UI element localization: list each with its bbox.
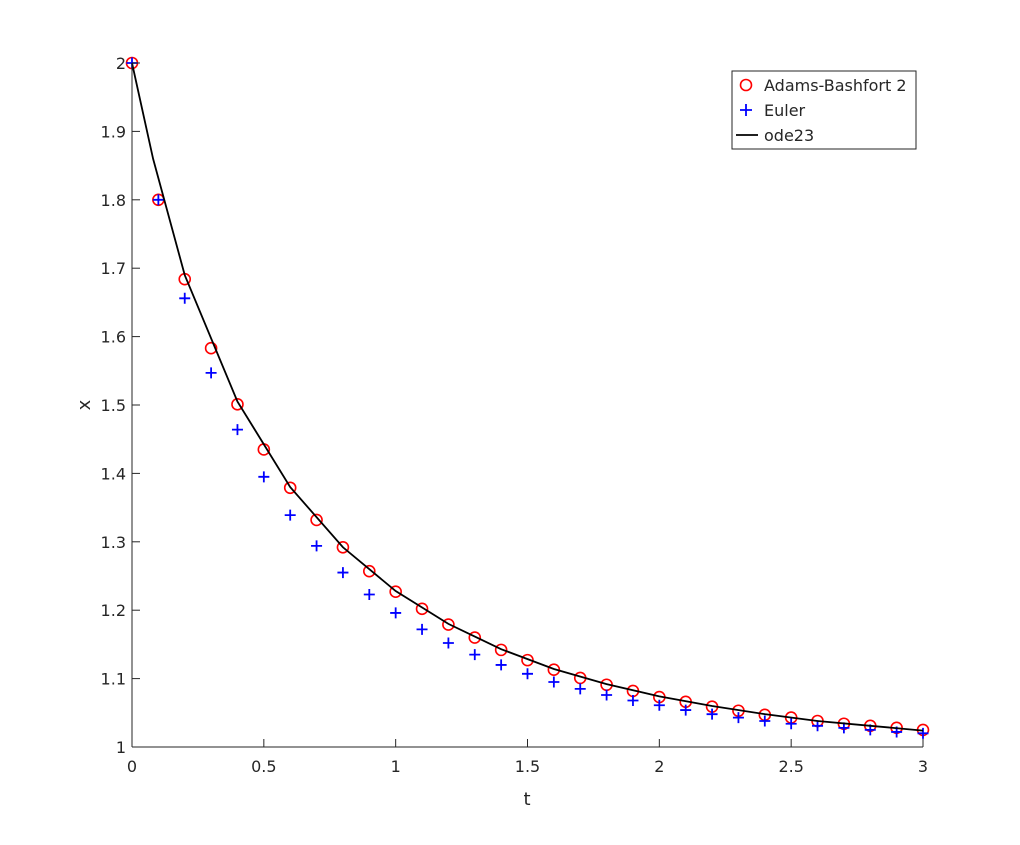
adams-bashfort-point [283,481,297,495]
legend-label-ode23: ode23 [764,126,814,145]
adams-bashfort-point [415,602,429,616]
adams-bashfort-point [389,585,402,599]
euler-point [601,689,613,701]
y-tick-label: 1.7 [101,259,126,278]
adams-bashfort-point [521,653,534,667]
euler-point [917,727,929,739]
x-tick-label: 2 [654,757,664,776]
euler-point [442,637,454,649]
euler-point [179,292,191,304]
x-tick-label: 1.5 [515,757,540,776]
adams-bashfort-point [231,398,244,411]
euler-point [627,694,639,706]
euler-point [785,718,797,730]
euler-point [732,712,744,724]
euler-point [363,588,375,600]
series-ode23 [131,62,924,732]
adams-bashfort-point [310,513,323,527]
y-tick-label: 1.2 [101,601,126,620]
euler-point [574,683,586,695]
legend-marker-adams-bashfort [739,78,753,92]
euler-point [205,367,217,379]
adams-bashfort-point [336,540,350,554]
plot-area [132,63,923,747]
legend-label-euler: Euler [764,101,806,120]
adams-bashfort-point [494,643,508,657]
x-tick-label: 3 [918,757,928,776]
adams-bashfort-point [204,341,218,355]
adams-bashfort-point [468,631,482,644]
euler-point [469,649,481,661]
y-tick-label: 1.5 [101,396,126,415]
euler-point [311,540,323,552]
axes-layer: 0 0.5 1 1.5 2 2.5 3 1 1.1 1.2 1.3 1.4 1.5 1.6 1.7 1.8 1.… [101,54,929,776]
x-axis-label: t [523,789,530,810]
y-tick-label: 1.9 [101,122,126,141]
y-tick-label: 1.6 [101,328,126,347]
y-axis-label: x [74,399,95,410]
x-tick-label: 1 [391,757,401,776]
x-tick-label: 0.5 [251,757,276,776]
euler-point [337,567,349,579]
legend-marker-euler [740,104,752,116]
x-tick-label: 0 [127,757,137,776]
series-euler [126,57,929,739]
legend-box [731,70,917,150]
legend-label-adams-bashfort: Adams-Bashfort 2 [764,76,907,95]
x-tick-label: 2.5 [778,757,803,776]
euler-point [680,704,692,716]
euler-point [258,471,270,483]
euler-point [548,676,560,688]
euler-point [706,708,718,720]
euler-point [390,607,402,619]
adams-bashfort-point [362,564,376,578]
y-tick-label: 1.4 [101,464,126,483]
y-tick-label: 2 [116,54,126,73]
euler-point [231,424,243,436]
euler-point [284,509,296,521]
series-layer [125,56,930,739]
y-tick-label: 1.3 [101,533,126,552]
euler-point [416,623,428,635]
euler-point [759,715,771,727]
adams-bashfort-point [442,618,455,631]
y-tick-label: 1 [116,738,126,757]
ode23-line [131,62,924,732]
euler-point [653,699,665,711]
legend: Adams-Bashfort 2 Euler ode23 [731,70,917,150]
euler-point [152,194,164,206]
euler-point [522,668,533,680]
euler-point [495,659,507,671]
y-tick-label: 1.1 [101,670,126,689]
y-tick-label: 1.8 [101,191,126,210]
euler-point [812,720,824,732]
